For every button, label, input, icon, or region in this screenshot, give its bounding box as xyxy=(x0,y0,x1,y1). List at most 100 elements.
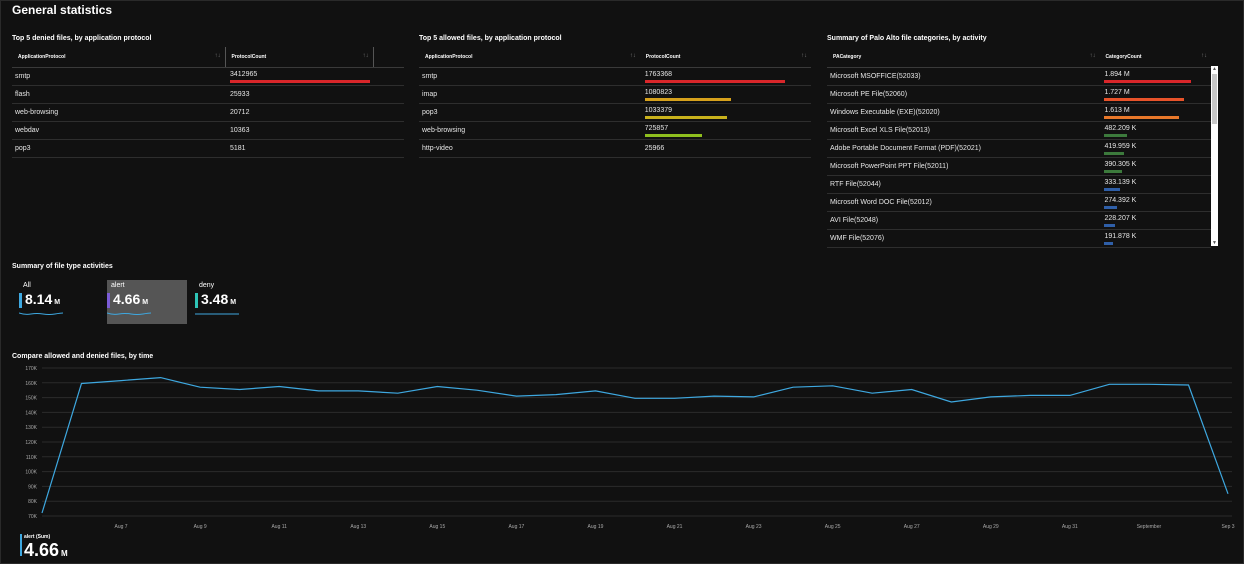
allowed-table: ApplicationProtocol ↑↓ ProtocolCount ↑↓ sm… xyxy=(419,47,811,158)
x-tick-label: Aug 23 xyxy=(746,524,762,530)
x-tick-label: Aug 7 xyxy=(115,524,128,530)
row-value: 25966 xyxy=(639,139,811,158)
scroll-thumb[interactable] xyxy=(1212,74,1217,124)
row-label: Adobe Portable Document Format (PDF)(520… xyxy=(827,139,1100,158)
scroll-down-icon[interactable]: ▼ xyxy=(1212,240,1217,246)
allowed-row[interactable]: imap 1080823 xyxy=(419,85,811,104)
allowed-row[interactable]: web-browsing 725857 xyxy=(419,121,811,140)
category-row[interactable]: WMF File(52076) 191.878 K xyxy=(827,229,1211,248)
categories-panel-title: Summary of Palo Alto file categories, by… xyxy=(827,35,987,42)
row-value-text: 274.392 K xyxy=(1104,196,1137,204)
row-label-text: Adobe Portable Document Format (PDF)(520… xyxy=(830,145,981,152)
sort-icon[interactable]: ↑↓ xyxy=(801,53,807,59)
column-header-applicationprotocol[interactable]: ApplicationProtocol ↑↓ xyxy=(12,47,225,68)
row-label-text: AVI File(52048) xyxy=(830,217,879,224)
column-header-spacer xyxy=(372,47,404,68)
row-label-text: Microsoft MSOFFICE(52033) xyxy=(830,73,921,80)
row-value-text: 482.209 K xyxy=(1104,124,1137,132)
series-line-alert[interactable] xyxy=(41,376,1229,514)
row-value: 228.207 K xyxy=(1099,211,1211,230)
legend-label: alert (Sum) xyxy=(24,534,51,540)
row-value: 1033379 xyxy=(639,103,811,122)
row-value-text: 1033379 xyxy=(644,106,673,114)
tile-label: deny xyxy=(199,282,215,289)
row-value-text: 725857 xyxy=(644,124,669,132)
x-tick-label: Aug 15 xyxy=(429,524,445,530)
row-spacer xyxy=(373,67,404,86)
category-row[interactable]: Windows Executable (EXE)(52020) 1.613 M xyxy=(827,103,1211,122)
row-label-text: smtp xyxy=(15,73,31,80)
denied-row[interactable]: web-browsing 20712 xyxy=(12,103,404,122)
category-row[interactable]: Microsoft Word DOC File(52012) 274.392 K xyxy=(827,193,1211,212)
data-bar xyxy=(1104,133,1127,137)
category-row[interactable]: Microsoft PowerPoint PPT File(52011) 390.… xyxy=(827,157,1211,176)
row-label-text: Microsoft Word DOC File(52012) xyxy=(830,199,932,206)
sort-icon[interactable]: ↑↓ xyxy=(214,53,221,59)
denied-row[interactable]: pop3 5181 xyxy=(12,139,404,158)
x-tick-label: September xyxy=(1137,524,1162,530)
data-bar xyxy=(1104,205,1118,209)
row-label: pop3 xyxy=(419,103,640,122)
category-row[interactable]: RTF File(52044) 333.139 K xyxy=(827,175,1211,194)
tile-value: 3.48 M xyxy=(201,291,237,307)
category-row[interactable]: Microsoft Excel XLS File(52013) 482.209 K xyxy=(827,121,1211,140)
row-value-text: 191.878 K xyxy=(1104,232,1137,240)
category-row[interactable]: AVI File(52048) 228.207 K xyxy=(827,211,1211,230)
row-spacer xyxy=(373,139,404,158)
sort-icon[interactable]: ↑↓ xyxy=(1201,53,1207,59)
row-label: Microsoft Excel XLS File(52013) xyxy=(827,121,1100,140)
tile-value: 8.14 M xyxy=(25,291,61,307)
activity-tile-deny[interactable]: deny 3.48 M xyxy=(195,280,275,324)
legend-value: 4.66 M xyxy=(24,540,68,560)
sort-icon[interactable]: ↑↓ xyxy=(629,53,636,59)
row-value: 725857 xyxy=(639,121,811,140)
row-value-text: 1.727 M xyxy=(1104,88,1130,96)
denied-row[interactable]: flash 25933 xyxy=(12,85,404,104)
x-tick-label: Aug 19 xyxy=(588,524,604,530)
denied-row[interactable]: smtp 3412965 xyxy=(12,67,404,86)
category-row[interactable]: Microsoft MSOFFICE(52033) 1.894 M xyxy=(827,67,1211,86)
column-header-protocolcount[interactable]: ProtocolCount ↑↓ xyxy=(639,47,811,68)
activity-tile-alert[interactable]: alert 4.66 M xyxy=(107,280,187,324)
data-bar xyxy=(1104,223,1115,227)
row-label-text: smtp xyxy=(422,73,438,80)
row-label-text: Microsoft PE File(52060) xyxy=(830,91,908,98)
y-tick-label: 120K xyxy=(25,440,37,446)
column-header-applicationprotocol[interactable]: ApplicationProtocol ↑↓ xyxy=(419,47,640,68)
row-label: Microsoft Word DOC File(52012) xyxy=(827,193,1100,212)
row-value-text: 228.207 K xyxy=(1104,214,1137,222)
sort-icon[interactable]: ↑↓ xyxy=(1089,53,1096,59)
row-value: 20712 xyxy=(225,103,373,122)
column-header-protocolcount[interactable]: ProtocolCount ↑↓ xyxy=(224,47,373,68)
category-row[interactable]: Adobe Portable Document Format (PDF)(520… xyxy=(827,139,1211,158)
data-bar xyxy=(1104,187,1120,191)
y-tick-label: 110K xyxy=(26,455,38,461)
category-row[interactable]: Microsoft PE File(52060) 1.727 M xyxy=(827,85,1211,104)
activity-tile-all[interactable]: All 8.14 M xyxy=(19,280,99,324)
page-title: General statistics xyxy=(12,3,113,17)
scroll-up-icon[interactable]: ▲ xyxy=(1212,66,1217,72)
row-value-text: 25966 xyxy=(644,144,665,152)
allowed-row[interactable]: pop3 1033379 xyxy=(419,103,811,122)
tile-sparkline xyxy=(195,313,239,315)
sort-icon[interactable]: ↑↓ xyxy=(362,53,369,59)
categories-scrollbar[interactable]: ▲ ▼ xyxy=(1211,66,1218,246)
row-label-text: http-video xyxy=(422,145,453,152)
y-tick-label: 80K xyxy=(28,499,38,505)
column-header-categorycount[interactable]: CategoryCount ↑↓ xyxy=(1099,47,1211,68)
column-header-pacategory[interactable]: PACategory ↑↓ xyxy=(827,47,1100,68)
allowed-row[interactable]: http-video 25966 xyxy=(419,139,811,158)
denied-table: ApplicationProtocol ↑↓ ProtocolCount ↑↓ sm… xyxy=(12,47,404,158)
row-value-text: 20712 xyxy=(230,108,250,116)
row-value: 1.894 M xyxy=(1099,67,1211,86)
x-tick-label: Aug 17 xyxy=(508,524,524,530)
row-label: WMF File(52076) xyxy=(827,229,1100,248)
x-tick-label: Aug 11 xyxy=(271,524,287,530)
row-label-text: web-browsing xyxy=(422,127,466,134)
denied-row[interactable]: webdav 10363 xyxy=(12,121,404,140)
allowed-row[interactable]: smtp 1763368 xyxy=(419,67,811,86)
row-label: Microsoft PE File(52060) xyxy=(827,85,1100,104)
data-bar xyxy=(644,97,731,101)
row-label: imap xyxy=(419,85,640,104)
row-value-text: 390.305 K xyxy=(1104,160,1137,168)
